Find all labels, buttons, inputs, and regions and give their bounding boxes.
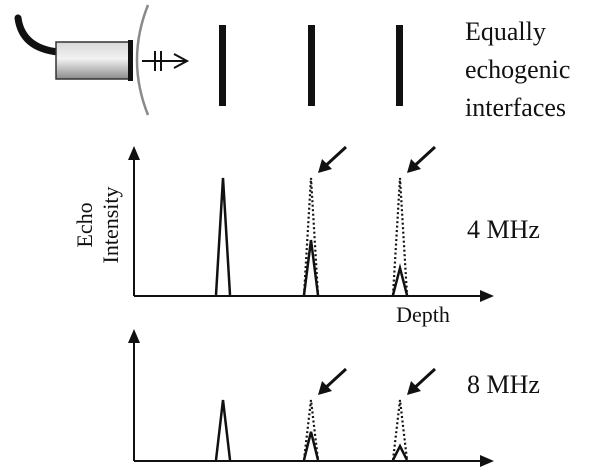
frequency-label-8mhz: 8 MHz: [467, 370, 540, 399]
top-dotted-peak-2: [302, 177, 320, 296]
interface-bar-3: [396, 25, 403, 106]
caption-line-3: interfaces: [465, 93, 566, 122]
caption-line-1: Equally: [465, 17, 546, 46]
interface-bar-1: [219, 25, 226, 106]
bottom-solid-peak-1: [214, 399, 232, 461]
bottom-dotted-peak-3: [391, 399, 409, 461]
top-solid-peak-2: [302, 239, 320, 296]
bottom-arrow-head-icon-2: [318, 381, 332, 395]
caption-line-2: echogenic: [465, 55, 570, 84]
probe-body: [55, 41, 131, 80]
bottom-solid-peak-2: [302, 431, 320, 461]
frequency-label-4mhz: 4 MHz: [467, 215, 540, 244]
top-dotted-peak-3: [391, 177, 409, 296]
top-solid-peak-3: [391, 263, 409, 296]
bottom-plot-peaks: [214, 367, 437, 461]
x-axis-label: Depth: [396, 302, 450, 327]
top-plot-peaks: [214, 145, 437, 296]
probe-cable: [14, 14, 62, 56]
bottom-dotted-peak-2: [302, 399, 320, 461]
interfaces-group: [219, 25, 403, 106]
beam-direction-arrow-icon: [142, 51, 190, 71]
bottom-solid-peak-3: [391, 443, 409, 461]
y-axis-label-line2: Intensity: [98, 187, 123, 264]
y-axis-label-line1: Echo: [72, 202, 97, 247]
top-arrow-head-icon-3: [407, 159, 421, 173]
bottom-plot-axes: [128, 329, 494, 467]
interface-bar-2: [308, 25, 315, 106]
probe-face: [128, 40, 133, 81]
bottom-arrow-head-icon-3: [407, 381, 421, 395]
top-solid-peak-1: [214, 177, 232, 296]
transducer-icon: [14, 4, 190, 116]
skin-surface-arc: [135, 4, 150, 116]
top-plot-axes: [128, 146, 494, 302]
top-arrow-head-icon-2: [318, 159, 332, 173]
